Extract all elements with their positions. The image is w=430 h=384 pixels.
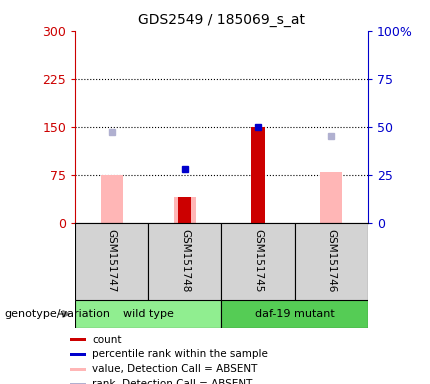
Bar (75, 300, 221, 328)
Bar (174, 197, 196, 223)
Text: daf-19 mutant: daf-19 mutant (255, 309, 335, 319)
Bar (75, 223, 148, 300)
Text: count: count (92, 334, 122, 344)
Text: GSM151745: GSM151745 (253, 229, 263, 293)
Bar (148, 223, 221, 300)
Bar (252, 127, 264, 223)
Bar (101, 175, 123, 223)
Text: rank, Detection Call = ABSENT: rank, Detection Call = ABSENT (92, 379, 252, 384)
Bar (221, 300, 368, 328)
Bar (320, 172, 342, 223)
Bar (70, 338, 86, 341)
Text: GSM151747: GSM151747 (107, 229, 117, 293)
Text: GSM151748: GSM151748 (180, 229, 190, 293)
Text: wild type: wild type (123, 309, 174, 319)
Text: value, Detection Call = ABSENT: value, Detection Call = ABSENT (92, 364, 258, 374)
Bar (221, 223, 295, 300)
Bar (70, 368, 86, 371)
Bar (70, 383, 86, 384)
Text: percentile rank within the sample: percentile rank within the sample (92, 349, 268, 359)
Text: GSM151746: GSM151746 (326, 229, 336, 293)
Bar (295, 223, 368, 300)
Bar (178, 197, 191, 223)
Bar (70, 353, 86, 356)
Title: GDS2549 / 185069_s_at: GDS2549 / 185069_s_at (138, 13, 305, 27)
Text: genotype/variation: genotype/variation (4, 309, 111, 319)
